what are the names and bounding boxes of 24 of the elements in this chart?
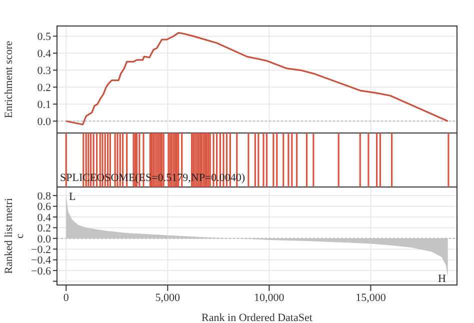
- y-tick-label: 0.6: [37, 201, 52, 214]
- y-tick-label: 0.1: [37, 99, 51, 112]
- y-tick-label: 0.0: [37, 116, 52, 128]
- y-tick-label: 0.8: [37, 190, 52, 202]
- x-tick-label: 10,000: [254, 292, 285, 304]
- y-tick-label: 0.3: [37, 65, 52, 78]
- y-tick-label: 0.2: [37, 222, 51, 235]
- x-tick-label: 5,000: [155, 292, 181, 304]
- y-tick-label: 0.2: [37, 82, 51, 94]
- y-tick-label: 0.5: [37, 31, 52, 44]
- y-tick-label: 0.0: [37, 233, 52, 246]
- annotation: SPLICEOSOME(ES=0.5179,NP=0.0040): [60, 172, 246, 184]
- y-tick-label: 0.4: [37, 212, 52, 224]
- annotation: L: [69, 191, 76, 203]
- y-tick-label: −0.6: [31, 265, 52, 278]
- x-axis-title: Rank in Ordered DataSet: [202, 312, 312, 323]
- y-axis-title: Ranked list metric: [3, 198, 26, 274]
- y-tick-label: −0.2: [31, 244, 51, 256]
- annotation: H: [438, 273, 446, 285]
- y-tick-label: 0.4: [37, 48, 52, 60]
- y-axis-title: Enrichment score: [3, 40, 15, 118]
- x-tick-label: 0: [63, 292, 70, 304]
- y-tick-label: −0.4: [31, 254, 52, 267]
- x-tick-label: 15,000: [356, 292, 386, 304]
